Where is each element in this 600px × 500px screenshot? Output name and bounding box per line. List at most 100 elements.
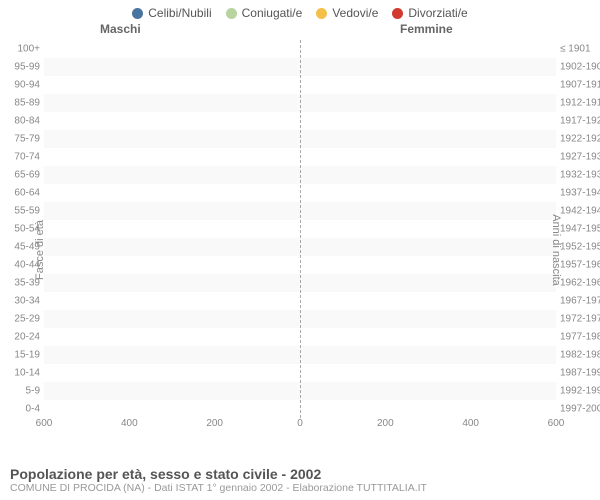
birth-year-label: 1922-1926 xyxy=(560,134,600,145)
female-side xyxy=(300,328,556,346)
birth-year-label: 1987-1991 xyxy=(560,368,600,379)
table-row: 45-491952-1956 xyxy=(44,238,556,256)
male-side xyxy=(44,40,300,58)
legend-swatch xyxy=(392,8,403,19)
male-side xyxy=(44,202,300,220)
x-tick-label: 200 xyxy=(206,418,223,429)
birth-year-label: 1962-1966 xyxy=(560,278,600,289)
age-label: 15-19 xyxy=(2,350,40,361)
chart-area: 100+≤ 190195-991902-190690-941907-191185… xyxy=(44,40,556,436)
female-side xyxy=(300,148,556,166)
birth-year-label: 1927-1931 xyxy=(560,152,600,163)
table-row: 65-691932-1936 xyxy=(44,166,556,184)
table-row: 40-441957-1961 xyxy=(44,256,556,274)
male-side xyxy=(44,292,300,310)
x-tick-label: 600 xyxy=(36,418,53,429)
age-label: 10-14 xyxy=(2,368,40,379)
male-side xyxy=(44,346,300,364)
age-label: 75-79 xyxy=(2,134,40,145)
legend-label: Divorziati/e xyxy=(408,6,467,20)
male-side xyxy=(44,400,300,418)
table-row: 60-641937-1941 xyxy=(44,184,556,202)
footer: Popolazione per età, sesso e stato civil… xyxy=(10,466,427,494)
birth-year-label: 1912-1916 xyxy=(560,98,600,109)
female-side xyxy=(300,94,556,112)
female-side xyxy=(300,220,556,238)
birth-year-label: 1972-1976 xyxy=(560,314,600,325)
male-side xyxy=(44,58,300,76)
legend-swatch xyxy=(226,8,237,19)
female-side xyxy=(300,400,556,418)
male-side xyxy=(44,148,300,166)
female-side xyxy=(300,130,556,148)
x-tick-label: 600 xyxy=(548,418,565,429)
female-side xyxy=(300,292,556,310)
chart-container: Celibi/NubiliConiugati/eVedovi/eDivorzia… xyxy=(0,0,600,500)
legend-item: Celibi/Nubili xyxy=(132,6,211,20)
birth-year-label: 1977-1981 xyxy=(560,332,600,343)
female-side xyxy=(300,346,556,364)
legend-label: Celibi/Nubili xyxy=(148,6,211,20)
chart-title: Popolazione per età, sesso e stato civil… xyxy=(10,466,427,482)
age-label: 80-84 xyxy=(2,116,40,127)
age-label: 25-29 xyxy=(2,314,40,325)
legend-swatch xyxy=(132,8,143,19)
age-label: 50-54 xyxy=(2,224,40,235)
age-label: 65-69 xyxy=(2,170,40,181)
male-side xyxy=(44,274,300,292)
age-label: 85-89 xyxy=(2,98,40,109)
male-side xyxy=(44,382,300,400)
table-row: 5-91992-1996 xyxy=(44,382,556,400)
male-side xyxy=(44,166,300,184)
chart-subtitle: COMUNE DI PROCIDA (NA) - Dati ISTAT 1° g… xyxy=(10,482,427,494)
birth-year-label: 1937-1941 xyxy=(560,188,600,199)
birth-year-label: 1997-2001 xyxy=(560,404,600,415)
table-row: 20-241977-1981 xyxy=(44,328,556,346)
table-row: 85-891912-1916 xyxy=(44,94,556,112)
table-row: 0-41997-2001 xyxy=(44,400,556,418)
x-tick-label: 200 xyxy=(377,418,394,429)
gender-headers: Maschi Femmine xyxy=(0,22,600,40)
female-side xyxy=(300,76,556,94)
table-row: 55-591942-1946 xyxy=(44,202,556,220)
male-side xyxy=(44,76,300,94)
female-side xyxy=(300,40,556,58)
age-label: 45-49 xyxy=(2,242,40,253)
male-side xyxy=(44,130,300,148)
female-side xyxy=(300,382,556,400)
table-row: 15-191982-1986 xyxy=(44,346,556,364)
age-label: 0-4 xyxy=(2,404,40,415)
female-side xyxy=(300,238,556,256)
pyramid-rows: 100+≤ 190195-991902-190690-941907-191185… xyxy=(44,40,556,418)
birth-year-label: 1992-1996 xyxy=(560,386,600,397)
age-label: 60-64 xyxy=(2,188,40,199)
x-tick-label: 400 xyxy=(462,418,479,429)
male-side xyxy=(44,220,300,238)
table-row: 35-391962-1966 xyxy=(44,274,556,292)
table-row: 10-141987-1991 xyxy=(44,364,556,382)
legend-label: Coniugati/e xyxy=(242,6,303,20)
x-axis: 6004002000200400600 xyxy=(44,418,556,436)
birth-year-label: 1917-1921 xyxy=(560,116,600,127)
female-side xyxy=(300,58,556,76)
birth-year-label: 1967-1971 xyxy=(560,296,600,307)
birth-year-label: 1982-1986 xyxy=(560,350,600,361)
female-side xyxy=(300,112,556,130)
birth-year-label: 1942-1946 xyxy=(560,206,600,217)
age-label: 40-44 xyxy=(2,260,40,271)
age-label: 35-39 xyxy=(2,278,40,289)
age-label: 100+ xyxy=(2,44,40,55)
birth-year-label: 1947-1951 xyxy=(560,224,600,235)
age-label: 90-94 xyxy=(2,80,40,91)
table-row: 100+≤ 1901 xyxy=(44,40,556,58)
birth-year-label: 1907-1911 xyxy=(560,80,600,91)
birth-year-label: ≤ 1901 xyxy=(560,44,600,55)
age-label: 30-34 xyxy=(2,296,40,307)
x-tick-label: 400 xyxy=(121,418,138,429)
table-row: 70-741927-1931 xyxy=(44,148,556,166)
age-label: 20-24 xyxy=(2,332,40,343)
legend: Celibi/NubiliConiugati/eVedovi/eDivorzia… xyxy=(0,0,600,22)
table-row: 25-291972-1976 xyxy=(44,310,556,328)
male-side xyxy=(44,112,300,130)
birth-year-label: 1932-1936 xyxy=(560,170,600,181)
